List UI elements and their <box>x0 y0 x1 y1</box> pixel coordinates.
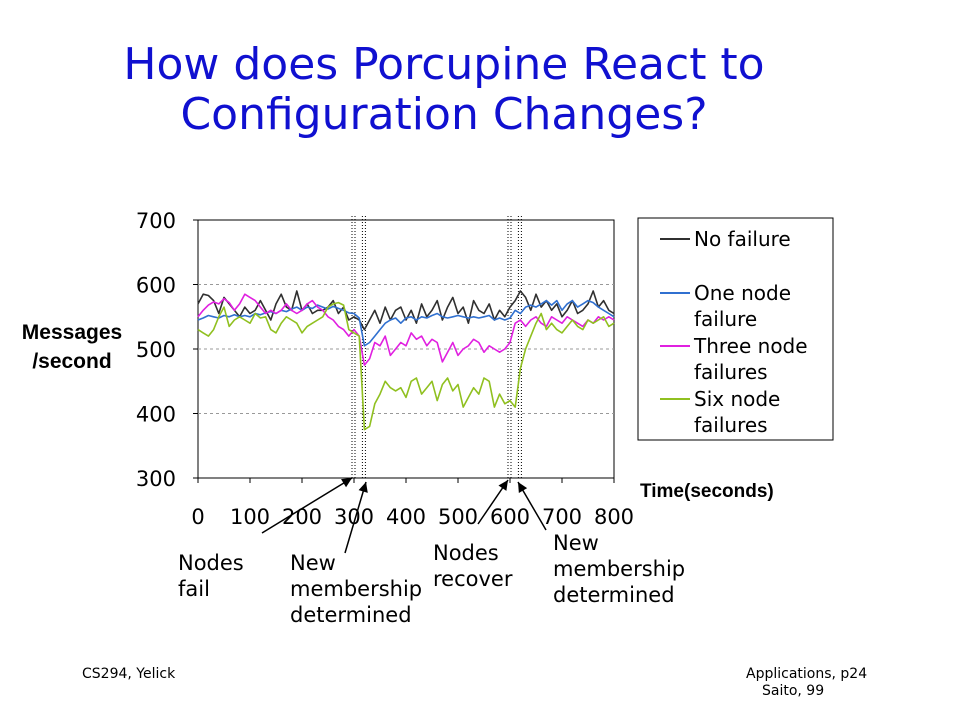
annotation-nodes-recover: Nodes recover <box>433 540 512 592</box>
footer-credit: Saito, 99 <box>762 683 825 699</box>
annotation-line: recover <box>433 567 513 591</box>
annotation-new-membership-1: New membership determined <box>290 550 422 628</box>
annotation-line: New <box>290 551 336 575</box>
y-tick-label: 600 <box>136 274 176 298</box>
x-tick-label: 300 <box>334 505 374 529</box>
x-tick-label: 800 <box>594 505 634 529</box>
annotation-line: New <box>553 531 599 555</box>
series-line-0 <box>197 290 615 331</box>
legend-label-1: One node failure <box>694 281 791 331</box>
annotation-line: membership <box>553 557 686 581</box>
plot-area <box>197 219 615 479</box>
y-tick-label: 700 <box>136 209 176 233</box>
x-tick-label: 100 <box>230 505 270 529</box>
annotation-arrowhead <box>518 482 528 493</box>
series-line-3 <box>197 301 615 431</box>
annotation-new-membership-2: New membership determined <box>553 530 685 608</box>
annotation-arrow <box>344 481 367 554</box>
y-axis-label-line: /second <box>32 350 111 373</box>
annotation-line: fail <box>178 577 210 601</box>
legend-label-3: Six node failures <box>694 387 780 437</box>
annotation-line: Nodes <box>178 551 244 575</box>
x-tick-label: 500 <box>438 505 478 529</box>
y-tick-label: 500 <box>136 338 176 362</box>
annotation-arrowhead <box>498 480 508 491</box>
annotation-line: determined <box>553 583 675 607</box>
y-axis-label-line: Messages <box>22 321 122 344</box>
annotation-line: Nodes <box>433 541 499 565</box>
slide-title-line-1: How does Porcupine React to <box>123 39 765 90</box>
annotation-arrowhead <box>358 482 368 493</box>
y-tick-label: 400 <box>136 403 176 427</box>
footer-course: CS294, Yelick <box>82 666 176 682</box>
x-tick-label: 600 <box>490 505 530 529</box>
annotation-arrow <box>261 477 353 534</box>
annotation-arrowhead <box>341 478 352 488</box>
legend-label-0: No failure <box>694 227 791 251</box>
annotation-line: determined <box>290 603 412 627</box>
slide-title-line-2: Configuration Changes? <box>180 89 708 140</box>
legend-box <box>637 217 834 441</box>
x-tick-label: 0 <box>191 505 204 529</box>
x-axis-label: Time(seconds) <box>640 481 774 502</box>
footer-page: Applications, p24 <box>746 666 868 682</box>
x-tick-label: 700 <box>542 505 582 529</box>
annotation-nodes-fail: Nodes fail <box>178 550 244 602</box>
slide-title: How does Porcupine React to Configuratio… <box>0 40 888 140</box>
annotation-line: membership <box>290 577 423 601</box>
y-tick-label: 300 <box>136 467 176 491</box>
x-tick-label: 400 <box>386 505 426 529</box>
legend-label-2: Three node failures <box>693 334 808 384</box>
